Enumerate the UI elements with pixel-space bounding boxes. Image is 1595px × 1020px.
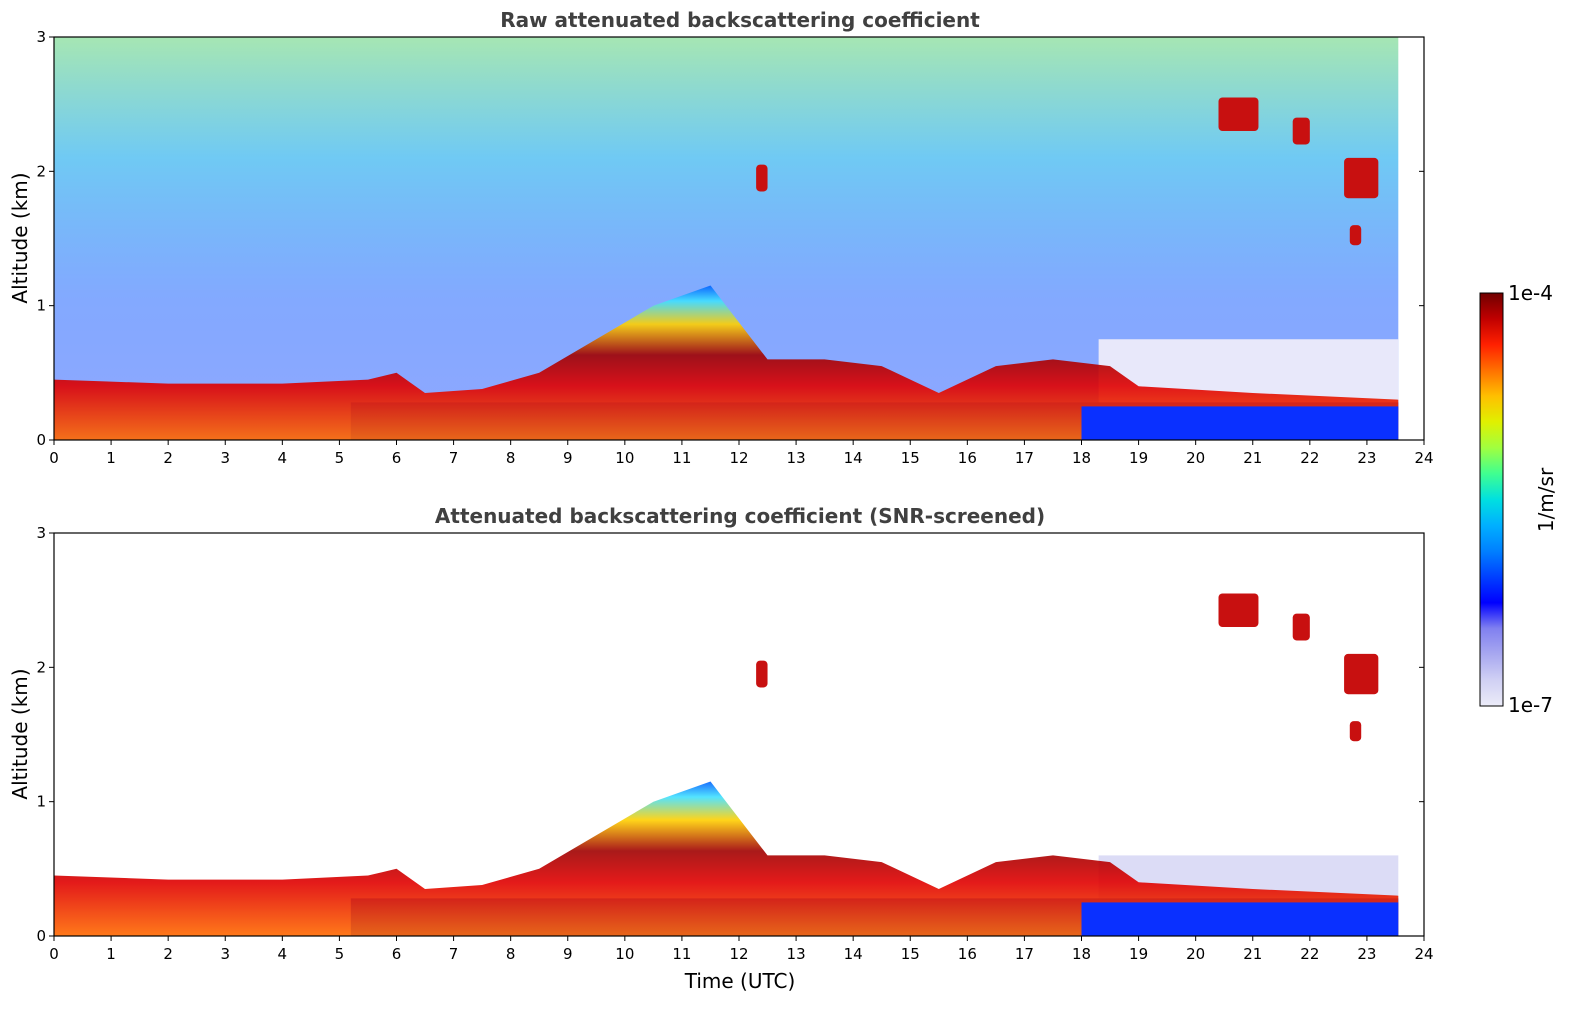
bottom-plot-area — [54, 593, 1399, 936]
x-tick-label: 15 — [901, 945, 920, 963]
x-tick-label: 19 — [1129, 449, 1148, 467]
x-tick-label: 15 — [901, 449, 920, 467]
x-tick-label: 16 — [958, 449, 977, 467]
x-tick-label: 10 — [615, 945, 634, 963]
x-tick-label: 3 — [220, 449, 230, 467]
bottom-y-axis-label: Altitude (km) — [8, 668, 32, 799]
x-tick-label: 9 — [563, 945, 573, 963]
cloud — [756, 164, 768, 192]
x-tick-label: 24 — [1414, 449, 1433, 467]
surface-layer — [1081, 902, 1399, 936]
x-tick-label: 18 — [1072, 945, 1091, 963]
cloud — [756, 660, 768, 688]
top-chart-title: Raw attenuated backscattering coefficien… — [500, 8, 980, 32]
x-tick-label: 1 — [106, 449, 116, 467]
x-tick-label: 11 — [672, 449, 691, 467]
x-tick-label: 11 — [672, 945, 691, 963]
y-tick-label: 1 — [36, 793, 46, 811]
x-tick-label: 21 — [1243, 945, 1262, 963]
boundary-layer — [54, 781, 1399, 936]
cloud — [1218, 97, 1259, 132]
x-tick-label: 13 — [787, 449, 806, 467]
bottom-axes: 0 1 2 3 4 5 6 7 8 9 10 11 12 13 14 15 16 17 18 19 20 21 22 23 24… — [36, 524, 1433, 963]
x-tick-label: 14 — [844, 449, 863, 467]
top-panel: Raw attenuated backscattering coefficien… — [8, 8, 1434, 467]
y-tick-label: 3 — [36, 524, 46, 542]
top-y-axis-label: Altitude (km) — [8, 172, 32, 303]
bottom-chart-title: Attenuated backscattering coefficient (S… — [435, 504, 1045, 528]
x-tick-label: 23 — [1357, 945, 1376, 963]
x-tick-label: 22 — [1300, 945, 1319, 963]
x-tick-label: 5 — [335, 945, 345, 963]
x-tick-label: 12 — [729, 945, 748, 963]
y-tick-label: 1 — [36, 297, 46, 315]
x-tick-label: 1 — [106, 945, 116, 963]
colorbar-max-label: 1e-4 — [1508, 281, 1553, 305]
x-tick-label: 14 — [844, 945, 863, 963]
x-tick-label: 9 — [563, 449, 573, 467]
x-tick-label: 4 — [278, 449, 288, 467]
y-tick-label: 2 — [36, 162, 46, 180]
x-tick-label: 19 — [1129, 945, 1148, 963]
x-tick-label: 21 — [1243, 449, 1262, 467]
x-tick-label: 4 — [278, 945, 288, 963]
x-tick-label: 5 — [335, 449, 345, 467]
colorbar-min-label: 1e-7 — [1508, 693, 1553, 717]
x-tick-label: 16 — [958, 945, 977, 963]
cloud — [1292, 117, 1310, 145]
colorbar-scale — [1479, 292, 1504, 707]
cloud — [1292, 613, 1310, 641]
x-tick-label: 23 — [1357, 449, 1376, 467]
x-axis-label: Time (UTC) — [684, 969, 796, 993]
x-tick-label: 7 — [449, 945, 459, 963]
top-axes: 0 1 2 3 4 5 6 7 8 9 10 11 12 13 14 15 16 17 18 19 20 21 22 23 24… — [36, 28, 1433, 467]
x-tick-label: 13 — [787, 945, 806, 963]
x-tick-label: 6 — [392, 449, 402, 467]
x-tick-label: 10 — [615, 449, 634, 467]
x-tick-label: 12 — [729, 449, 748, 467]
x-tick-label: 24 — [1414, 945, 1433, 963]
x-tick-label: 0 — [49, 945, 59, 963]
y-tick-label: 2 — [36, 658, 46, 676]
surface-layer — [1081, 406, 1399, 440]
x-tick-label: 2 — [163, 449, 173, 467]
x-tick-label: 20 — [1186, 945, 1205, 963]
x-tick-label: 0 — [49, 449, 59, 467]
colorbar-unit-label: 1/m/sr — [1534, 467, 1558, 532]
cloud — [1344, 157, 1379, 199]
y-tick-label: 0 — [36, 927, 46, 945]
x-tick-label: 3 — [220, 945, 230, 963]
boundary-layer — [54, 285, 1399, 440]
x-tick-label: 7 — [449, 449, 459, 467]
x-tick-label: 20 — [1186, 449, 1205, 467]
colorbar: 1e-4 1e-7 1/m/sr — [1479, 281, 1558, 717]
cloud — [1218, 593, 1259, 628]
y-tick-label: 0 — [36, 431, 46, 449]
x-tick-label: 17 — [1015, 449, 1034, 467]
cloud — [1344, 653, 1379, 695]
x-tick-label: 6 — [392, 945, 402, 963]
x-tick-label: 8 — [506, 449, 516, 467]
x-tick-label: 22 — [1300, 449, 1319, 467]
x-tick-label: 17 — [1015, 945, 1034, 963]
bottom-panel: Attenuated backscattering coefficient (S… — [8, 504, 1434, 993]
x-tick-label: 18 — [1072, 449, 1091, 467]
y-tick-label: 3 — [36, 28, 46, 46]
x-tick-label: 2 — [163, 945, 173, 963]
x-tick-label: 8 — [506, 945, 516, 963]
top-plot-area — [54, 37, 1399, 440]
cloud — [1349, 225, 1362, 246]
cloud — [1349, 721, 1362, 742]
